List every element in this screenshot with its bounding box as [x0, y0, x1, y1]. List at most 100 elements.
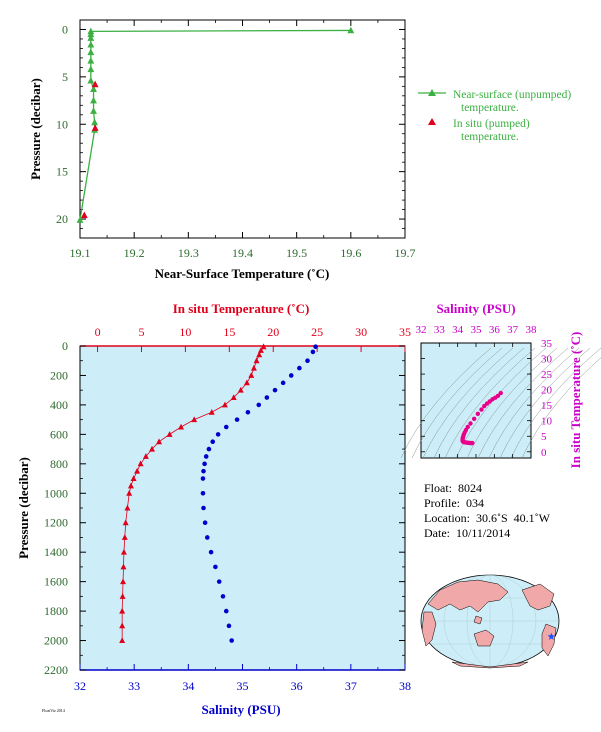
salinity-profile-point	[223, 608, 229, 614]
ts-point	[479, 407, 484, 412]
profile-bottom-tick-label: 33	[128, 679, 140, 693]
profile-y-tick-label: 0	[62, 339, 68, 353]
profile-bottom-tick-label: 38	[399, 679, 411, 693]
top-x-tick-label: 19.7	[395, 246, 416, 260]
top-axis-ticks: 19.1 19.2 19.3 19.4 19.5 19.6 19.7 0 5 10 15 20	[56, 20, 416, 260]
temperature-profile-point	[121, 534, 128, 540]
legend-triangle-pumped-icon	[428, 118, 436, 125]
temperature-profile-point	[191, 416, 198, 423]
profile-top-axis-label: In situ Temperature (˚C)	[173, 301, 310, 316]
unpumped-temperature-point	[87, 30, 95, 38]
ts-x-tick-label: 35	[471, 324, 483, 336]
salinity-profile-point	[200, 490, 206, 496]
map-land	[421, 579, 557, 669]
ts-point	[471, 416, 477, 422]
unpumped-temperature-point	[87, 56, 95, 64]
ts-point	[498, 390, 503, 396]
ts-x-tick-label: 33	[434, 324, 446, 336]
temperature-profile-point	[120, 563, 127, 570]
salinity-profile-point	[208, 549, 214, 555]
salinity-profile-point	[297, 365, 302, 371]
salinity-profile-point	[226, 623, 232, 629]
temperature-profile-point	[126, 489, 133, 496]
ts-point	[475, 411, 481, 417]
temperature-profile-point	[178, 423, 184, 430]
ts-point	[470, 440, 475, 446]
temperature-profile-point	[243, 379, 250, 386]
ts-point	[468, 421, 473, 426]
top-x-tick-label: 19.2	[124, 246, 145, 260]
profile-number: Profile: 034	[424, 496, 484, 510]
ts-x-tick-label: 36	[489, 324, 501, 336]
near-surface-temperature-chart: 19.1 19.2 19.3 19.4 19.5 19.6 19.7 0 5 10 15 20 Pre…	[28, 19, 571, 281]
ts-density-isoline	[499, 347, 591, 459]
pumped-temperature-point	[80, 211, 88, 219]
profile-y-tick-label: 400	[50, 398, 68, 412]
ts-density-isoline	[422, 347, 514, 459]
unpumped-temperature-point	[90, 85, 97, 93]
salinity-profile-point	[264, 395, 270, 400]
top-x-tick-label: 19.3	[178, 246, 199, 260]
profile-chart: 0200400600800100012001400160018002000220…	[16, 301, 411, 717]
temperature-profile-point	[134, 467, 141, 474]
legend-pumped-line2: temperature.	[461, 131, 519, 143]
unpumped-temperature-point	[90, 96, 97, 104]
legend-triangle-unpumped-icon	[428, 89, 436, 96]
temperature-profile-point	[122, 519, 129, 526]
ts-y-tick-label: 10	[541, 416, 553, 428]
ts-density-isoline	[466, 347, 558, 459]
salinity-profile-point	[202, 461, 207, 467]
ts-y-tick-label: 15	[541, 400, 553, 412]
ts-y-tick-label: 25	[541, 369, 553, 381]
profile-y-tick-label: 1400	[44, 545, 68, 559]
temperature-profile-point	[221, 401, 228, 408]
profile-bottom-tick-label: 34	[182, 679, 194, 693]
top-x-axis-label: Near-Surface Temperature (˚C)	[155, 266, 330, 281]
salinity-profile-point	[313, 344, 318, 350]
salinity-profile-point	[272, 387, 278, 393]
date: Date: 10/11/2014	[424, 526, 511, 540]
profile-bottom-tick-label: 36	[291, 679, 303, 693]
ts-y-tick-label: 0	[541, 447, 547, 459]
salinity-profile-point	[202, 520, 208, 526]
footer-small-text: FloatViz 2014	[42, 708, 65, 713]
temperature-profile-point	[237, 386, 244, 393]
temperature-profile-point	[120, 578, 127, 585]
legend-pumped-line1: In situ (pumped)	[453, 118, 530, 130]
ts-x-tick-label: 38	[526, 324, 538, 336]
salinity-profile-point	[223, 424, 229, 430]
float-location-star	[547, 632, 556, 640]
ts-x-tick-label: 34	[452, 324, 464, 336]
legend-label-pumped: In situ (pumped) temperature.	[453, 118, 533, 143]
salinity-profile-point	[215, 432, 221, 437]
profile-bottom-axis-label: Salinity (PSU)	[201, 702, 280, 717]
profile-y-tick-label: 1800	[44, 604, 68, 618]
salinity-profile-point	[206, 446, 212, 452]
temperature-profile-point	[250, 364, 257, 371]
temperature-profile-point	[119, 637, 126, 644]
temperature-profile-point	[156, 438, 163, 445]
profile-top-tick-label: 15	[223, 325, 235, 339]
blue-star-icon	[547, 632, 556, 640]
temperature-profile-point	[142, 453, 149, 459]
salinity-profile-point	[256, 402, 262, 408]
profile-y-tick-label: 200	[50, 368, 68, 382]
top-plot-frame	[79, 19, 406, 239]
pumped-temperature-point	[91, 80, 99, 88]
top-x-tick-label: 19.1	[70, 246, 91, 260]
legend-unpumped-line2: temperature.	[461, 102, 519, 114]
profile-top-tick-label: 0	[95, 325, 101, 339]
salinity-profile-point	[234, 417, 240, 422]
ts-y-tick-label: 35	[541, 338, 553, 350]
ts-density-isoline	[400, 347, 492, 459]
top-y-tick-label: 0	[62, 22, 68, 36]
profile-y-tick-label: 1000	[44, 486, 68, 500]
profile-bottom-tick-label: 32	[74, 679, 86, 693]
ts-series-group	[460, 390, 503, 446]
unpumped-temperature-point	[87, 65, 95, 73]
unpumped-temperature-point	[347, 26, 355, 34]
profile-top-tick-label: 10	[179, 325, 191, 339]
top-y-tick-label: 5	[62, 70, 68, 84]
ts-y-axis-label: In situ Temperature (˚C)	[568, 332, 583, 469]
pumped-temperature-point	[91, 124, 99, 131]
